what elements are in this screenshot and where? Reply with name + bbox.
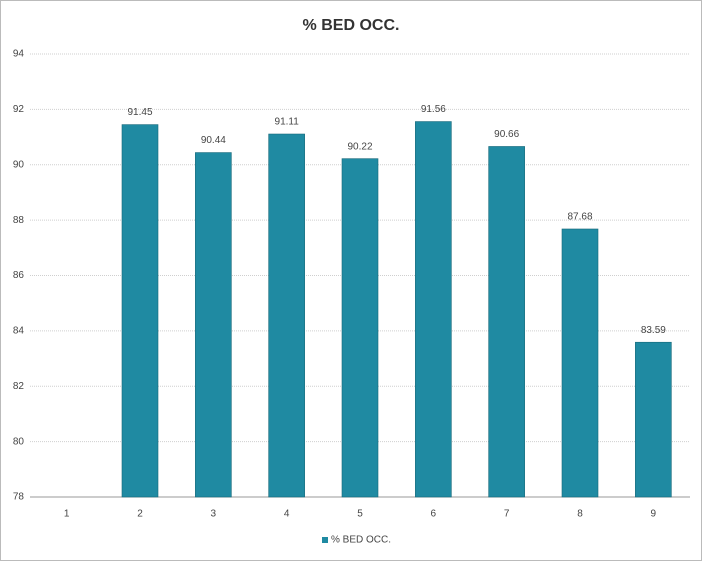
y-tick-label: 94 xyxy=(13,49,25,60)
data-label: 90.22 xyxy=(347,141,372,152)
x-tick-label: 4 xyxy=(284,509,290,520)
legend-label: % BED OCC. xyxy=(331,535,391,546)
x-tick-label: 7 xyxy=(504,509,510,520)
bar xyxy=(268,133,305,498)
y-tick-label: 82 xyxy=(13,381,25,392)
x-tick-label: 2 xyxy=(137,509,143,520)
bar xyxy=(561,228,599,498)
bar xyxy=(488,146,525,498)
y-tick-label: 78 xyxy=(13,492,25,503)
data-label: 87.68 xyxy=(567,212,592,223)
y-tick-label: 84 xyxy=(13,326,25,337)
x-tick-label: 9 xyxy=(651,509,657,520)
bar xyxy=(635,341,672,498)
y-tick-label: 86 xyxy=(13,270,25,281)
chart-title: % BED OCC. xyxy=(303,17,400,34)
y-tick-label: 88 xyxy=(13,215,25,226)
x-tick-label: 8 xyxy=(577,509,583,520)
data-label: 83.59 xyxy=(641,325,666,336)
y-tick-label: 80 xyxy=(13,436,25,447)
bar xyxy=(195,152,232,498)
legend-swatch xyxy=(322,537,328,543)
x-tick-label: 5 xyxy=(357,509,363,520)
data-label: 90.66 xyxy=(494,129,519,140)
x-tick-label: 1 xyxy=(64,509,70,520)
data-label: 90.44 xyxy=(201,135,226,146)
x-tick-label: 3 xyxy=(211,509,217,520)
bar xyxy=(341,158,379,498)
y-tick-label: 92 xyxy=(13,104,25,115)
y-tick-label: 90 xyxy=(13,159,25,170)
data-label: 91.11 xyxy=(275,117,300,128)
bar xyxy=(121,124,159,498)
bar xyxy=(415,121,452,498)
data-label: 91.56 xyxy=(421,104,446,115)
x-tick-label: 6 xyxy=(431,509,437,520)
data-label: 91.45 xyxy=(127,107,152,118)
